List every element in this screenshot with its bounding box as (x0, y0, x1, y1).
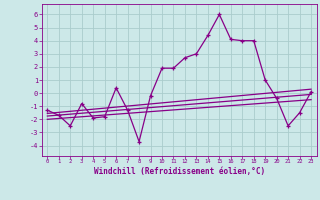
X-axis label: Windchill (Refroidissement éolien,°C): Windchill (Refroidissement éolien,°C) (94, 167, 265, 176)
